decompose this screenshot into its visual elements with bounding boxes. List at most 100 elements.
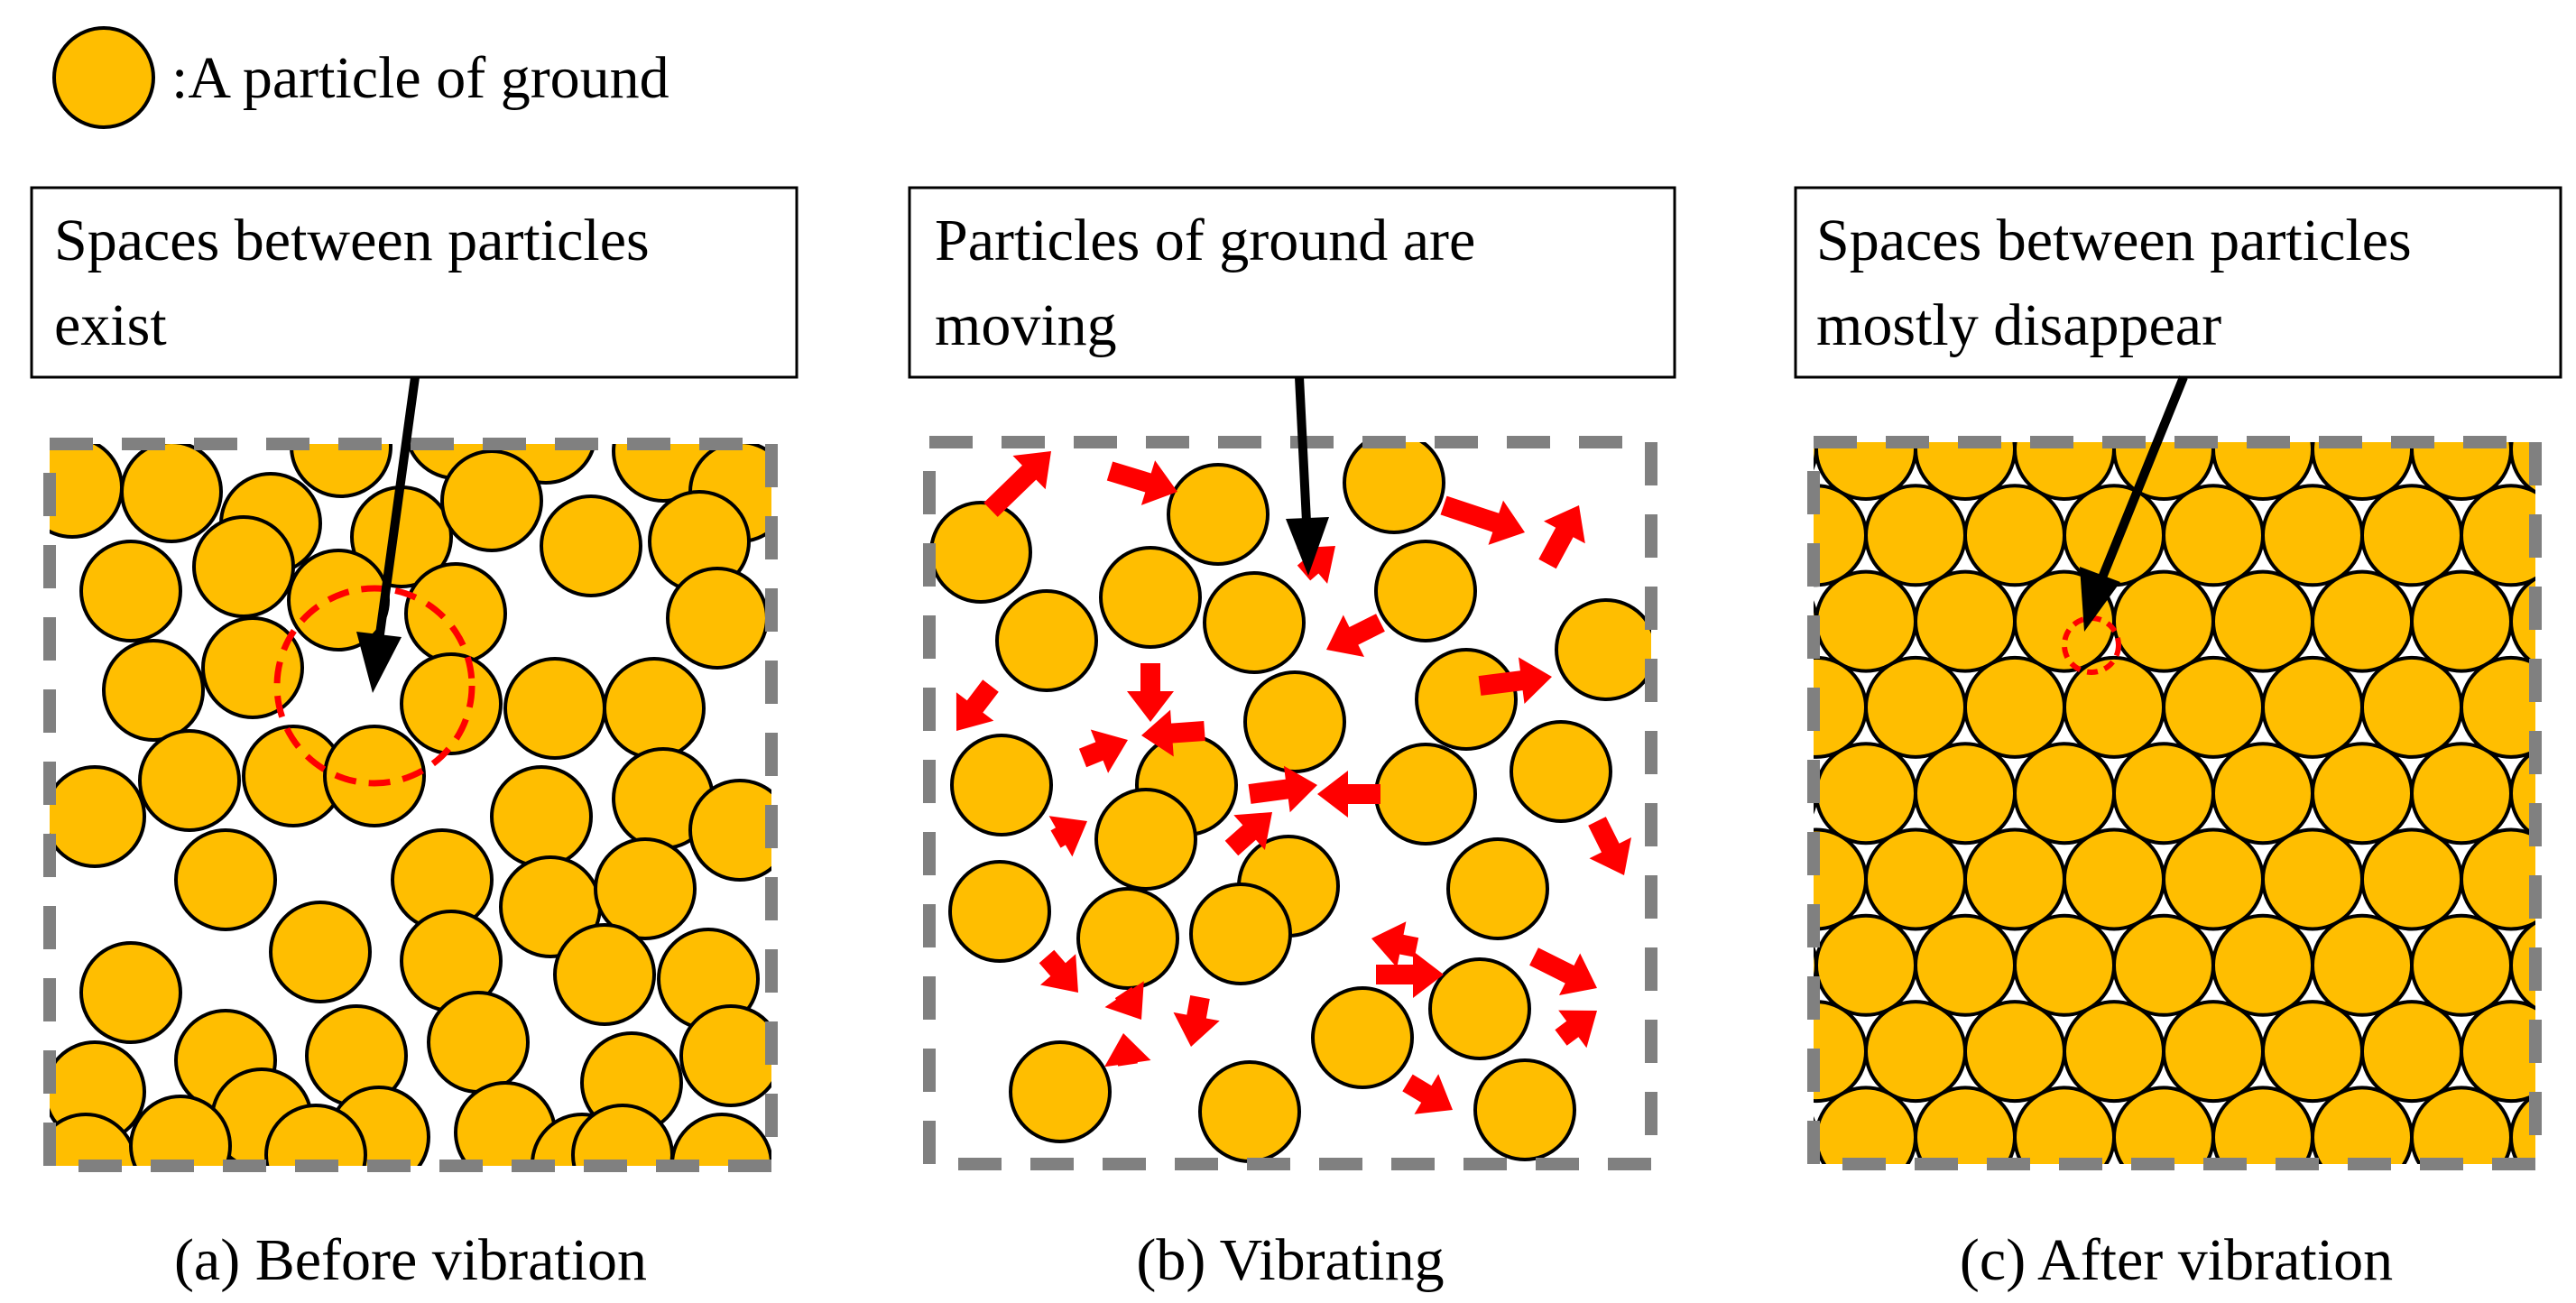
particle [929, 501, 1032, 604]
particle [2261, 1000, 2364, 1104]
legend: :A particle of ground [52, 26, 669, 129]
particle [2211, 913, 2314, 1017]
note-c-line-2: mostly disappear [1816, 292, 2221, 358]
particle [2013, 1086, 2116, 1164]
particle [2063, 484, 2165, 587]
particle [138, 729, 241, 832]
caption-c: (c) After vibration [1960, 1227, 2393, 1293]
particle [1914, 1086, 2017, 1164]
motion-arrow [1248, 765, 1317, 813]
particle [2460, 484, 2535, 587]
particle [269, 901, 372, 1003]
particle [1963, 827, 2066, 931]
particle [2509, 1092, 2535, 1164]
panel-b-particles [929, 442, 1651, 1163]
pointer-arrow-c [2080, 375, 2188, 632]
particle [2063, 827, 2165, 931]
particle [2360, 655, 2463, 759]
particle [404, 562, 507, 665]
particle [995, 589, 1098, 692]
particle [2261, 827, 2364, 931]
particle [201, 616, 304, 719]
particle [2460, 655, 2535, 759]
particle [2261, 655, 2364, 759]
particle [2211, 442, 2314, 501]
motion-arrow [1371, 921, 1419, 968]
particle [666, 567, 769, 670]
motion-arrow [1555, 1010, 1597, 1049]
particle [503, 657, 606, 760]
motion-arrow [1440, 495, 1525, 545]
particle [2211, 1086, 2314, 1164]
note-box-b: Particles of ground are moving [908, 186, 1676, 379]
particle [2460, 1000, 2535, 1104]
particle [427, 991, 530, 1094]
motion-arrow [1173, 995, 1220, 1047]
particle [679, 1004, 771, 1107]
particle [2460, 827, 2535, 931]
particle [2509, 576, 2535, 667]
particle [192, 515, 295, 618]
particle [571, 1104, 674, 1166]
particle [1555, 598, 1651, 701]
particle [1814, 1116, 1818, 1159]
panel-b-motion-arrows [956, 451, 1631, 1114]
particle [1473, 1058, 1576, 1161]
particle [50, 765, 146, 868]
particle [1864, 827, 1967, 931]
panel-a-particles [50, 444, 771, 1166]
particle [1914, 742, 2017, 846]
motion-arrow [1538, 505, 1585, 569]
particle [1374, 540, 1477, 642]
motion-arrow [1127, 663, 1174, 722]
container-c-border [1807, 436, 2542, 1170]
motion-arrow [1326, 614, 1385, 657]
note-b-line-1: Particles of ground are [935, 208, 1475, 273]
particle [1009, 1040, 1112, 1143]
particle [2561, 658, 2576, 757]
note-box-c: Spaces between particles mostly disappea… [1794, 186, 2562, 379]
motion-arrow [1141, 709, 1205, 757]
particle [120, 444, 223, 543]
motion-arrow [1529, 947, 1597, 995]
particle [2410, 742, 2513, 846]
particle [1814, 944, 1818, 987]
note-c-line-1: Spaces between particles [1816, 208, 2412, 273]
legend-label: :A particle of ground [171, 45, 669, 111]
particle [1510, 720, 1612, 823]
motion-arrow [1317, 771, 1380, 818]
particle [688, 779, 771, 882]
particle [490, 765, 593, 868]
particle [1814, 742, 1917, 846]
particle [2063, 1000, 2165, 1104]
particle [950, 734, 1053, 836]
particle [2261, 484, 2364, 587]
particle [2561, 1002, 2576, 1101]
panel-c-particles [1814, 442, 2576, 1164]
motion-arrow [1104, 981, 1144, 1020]
particle [2410, 1086, 2513, 1164]
particle [1814, 913, 1917, 1017]
particle [1311, 986, 1414, 1089]
motion-arrow [956, 679, 999, 731]
particle [2360, 1000, 2463, 1104]
motion-arrow [1478, 657, 1552, 704]
particle [2509, 920, 2535, 1011]
particle [1343, 442, 1445, 534]
particle [1963, 1000, 2066, 1104]
particle [1914, 569, 2017, 673]
particle [1167, 463, 1270, 566]
particle [1094, 788, 1197, 891]
legend-particle-icon [52, 26, 155, 129]
particle [79, 941, 182, 1044]
container-a-border [43, 438, 778, 1172]
particle [948, 860, 1051, 963]
particle [79, 540, 182, 642]
particle [1198, 1060, 1301, 1163]
particle [2112, 569, 2215, 673]
particle [1963, 655, 2066, 759]
particle [2112, 913, 2215, 1017]
particle [2211, 742, 2314, 846]
motion-arrow [1078, 729, 1128, 773]
note-box-a: Spaces between particles exist [30, 186, 799, 379]
